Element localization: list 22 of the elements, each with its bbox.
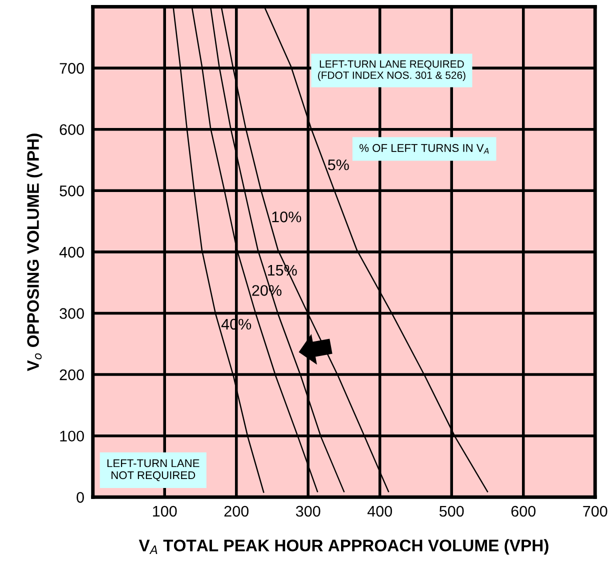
- x-axis-title: V$_{A}$ TOTAL PEAK HOUR APPROACH VOLUME (VPH): [138, 539, 548, 555]
- annotation: LEFT-TURN LANE REQUIRED (FDOT INDEX NOS. 301 & 526): [318, 60, 466, 81]
- y-axis-title: V$_{o}$ OPPOSING VOLUME (VPH): [26, 134, 42, 372]
- y-tick-label: 300: [60, 308, 84, 319]
- x-tick-label: 400: [367, 506, 392, 517]
- series-label: 10%: [272, 212, 302, 222]
- x-tick-label: 600: [511, 506, 536, 517]
- y-tick-label: 600: [60, 124, 84, 136]
- x-tick-label: 300: [296, 506, 320, 517]
- y-tick-label: 400: [59, 246, 84, 258]
- x-tick-label: 100: [153, 506, 177, 517]
- y-tick-label: 0: [76, 492, 84, 503]
- y-tick-label: 500: [60, 186, 84, 196]
- x-tick-label: 700: [583, 506, 608, 517]
- x-tick-label: 500: [439, 506, 464, 517]
- annotation: % OF LEFT TURNS IN V$_{A}$: [360, 144, 489, 154]
- series-label: 5%: [328, 159, 349, 170]
- y-tick-label: 700: [60, 62, 84, 74]
- y-tick-label: 200: [60, 369, 84, 380]
- y-tick-label: 100: [60, 430, 84, 442]
- annotation: LEFT-TURN LANE NOT REQUIRED: [107, 459, 200, 482]
- x-tick-label: 200: [224, 506, 249, 517]
